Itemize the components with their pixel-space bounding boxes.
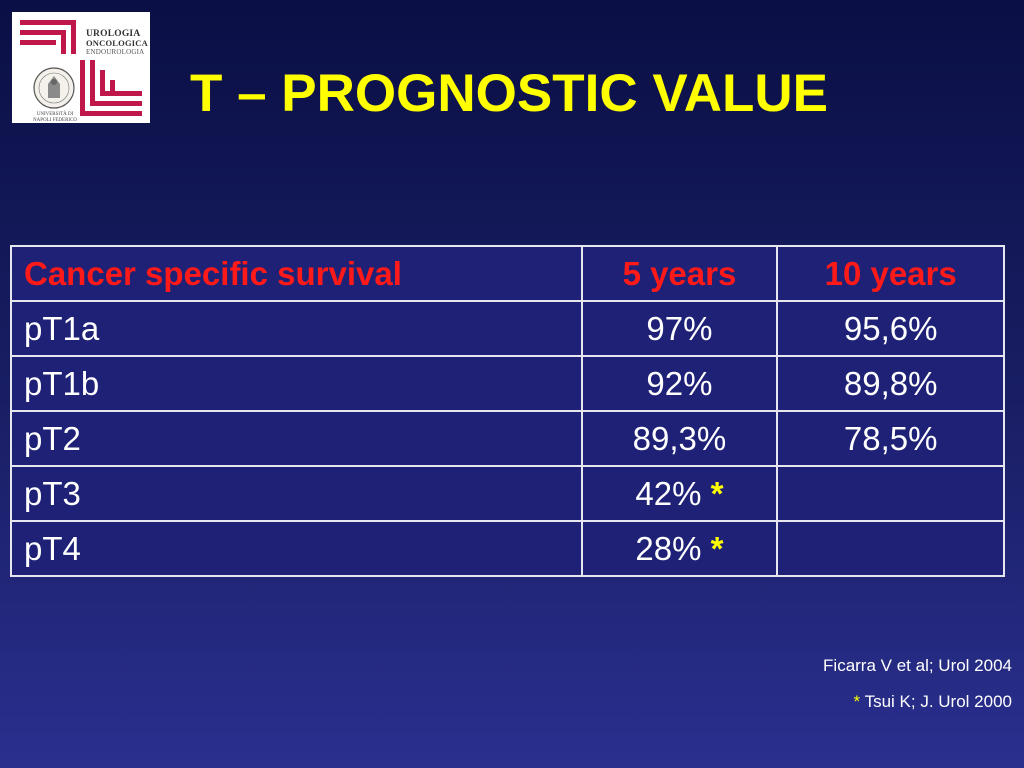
seal-caption: UNIVERSITÀ DI NAPOLI FEDERICO II [32, 112, 78, 123]
ten-year-cell [776, 465, 1005, 522]
table-row: pT1b 92% 89,8% [10, 355, 1005, 412]
footnote-marker: * [710, 529, 724, 567]
five-year-value: 92% [646, 364, 713, 402]
five-year-value: 42% [635, 474, 702, 512]
five-year-cell: 89,3% [580, 410, 779, 467]
header-5-years: 5 years [580, 245, 779, 302]
reference-2-text: Tsui K; J. Urol 2000 [864, 692, 1012, 711]
slide-title: T – PROGNOSTIC VALUE [190, 64, 829, 123]
stage-cell: pT2 [10, 410, 583, 467]
five-year-cell: 42% * [580, 465, 779, 522]
table-header-row: Cancer specific survival 5 years 10 year… [10, 245, 1005, 302]
survival-table: Cancer specific survival 5 years 10 year… [10, 245, 1005, 577]
logo-line-3: ENDOUROLOGIA [86, 48, 145, 56]
five-year-cell: 28% * [580, 520, 779, 577]
five-year-value: 89,3% [632, 419, 727, 457]
ten-year-cell: 89,8% [776, 355, 1005, 412]
table-row: pT2 89,3% 78,5% [10, 410, 1005, 467]
logo-line-2: ONCOLOGICA [86, 38, 148, 48]
header-cancer-specific-survival: Cancer specific survival [10, 245, 583, 302]
table-row: pT1a 97% 95,6% [10, 300, 1005, 357]
reference-2-marker: * [853, 692, 861, 711]
logo-graphic [20, 20, 142, 116]
stage-cell: pT1a [10, 300, 583, 357]
reference-2: * Tsui K; J. Urol 2000 [823, 684, 1012, 720]
ten-year-cell: 78,5% [776, 410, 1005, 467]
ten-year-cell: 95,6% [776, 300, 1005, 357]
reference-1: Ficarra V et al; Urol 2004 [823, 656, 1012, 675]
table-row: pT3 42% * [10, 465, 1005, 522]
five-year-cell: 97% [580, 300, 779, 357]
five-year-cell: 92% [580, 355, 779, 412]
ten-year-cell [776, 520, 1005, 577]
stage-cell: pT4 [10, 520, 583, 577]
references: Ficarra V et al; Urol 2004 * Tsui K; J. … [823, 648, 1012, 720]
logo-text: UROLOGIA ONCOLOGICA ENDOUROLOGIA [86, 29, 148, 57]
university-seal-icon [33, 67, 75, 109]
five-year-value: 28% [635, 529, 702, 567]
stage-cell: pT1b [10, 355, 583, 412]
footnote-marker: * [710, 474, 724, 512]
logo-line-1: UROLOGIA [86, 29, 141, 39]
university-logo: UROLOGIA ONCOLOGICA ENDOUROLOGIA UNIVERS… [12, 12, 150, 123]
header-10-years: 10 years [776, 245, 1005, 302]
five-year-value: 97% [646, 309, 713, 347]
stage-cell: pT3 [10, 465, 583, 522]
table-row: pT4 28% * [10, 520, 1005, 577]
